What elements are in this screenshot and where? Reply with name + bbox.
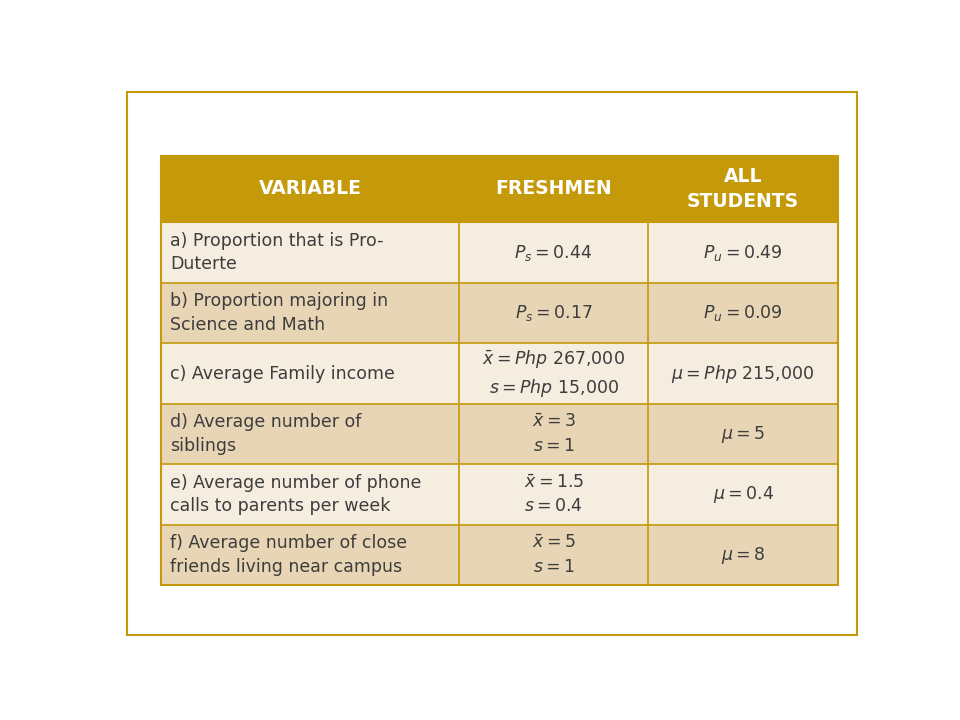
Bar	[648, 464, 838, 525]
Text: FRESHMEN: FRESHMEN	[495, 179, 612, 199]
Bar	[459, 343, 648, 404]
Text: $\bar{x} = 5$
$s = 1$: $\bar{x} = 5$ $s = 1$	[532, 534, 575, 576]
Text: $\mu = 0.4$: $\mu = 0.4$	[712, 484, 774, 505]
Bar	[161, 156, 459, 222]
Bar	[648, 343, 838, 404]
Text: $P_s = 0.17$: $P_s = 0.17$	[515, 303, 592, 323]
Bar	[161, 525, 459, 585]
Bar	[459, 222, 648, 283]
Bar	[161, 156, 838, 585]
Bar	[161, 464, 459, 525]
Bar	[459, 525, 648, 585]
Text: $\bar{x} = 3$
$s = 1$: $\bar{x} = 3$ $s = 1$	[532, 413, 575, 455]
Text: VARIABLE: VARIABLE	[258, 179, 361, 199]
Bar	[161, 222, 459, 283]
Bar	[648, 222, 838, 283]
Text: c) Average Family income: c) Average Family income	[170, 364, 395, 382]
Text: $\mu = 8$: $\mu = 8$	[721, 544, 765, 566]
Text: $\bar{x} = 1.5$
$s = 0.4$: $\bar{x} = 1.5$ $s = 0.4$	[523, 474, 584, 516]
Text: $P_u = 0.09$: $P_u = 0.09$	[704, 303, 783, 323]
Bar	[459, 404, 648, 464]
Text: ALL
STUDENTS: ALL STUDENTS	[687, 167, 800, 211]
Text: $\bar{x} = Php\ 267{,}000$
$s = Php\ 15{,}000$: $\bar{x} = Php\ 267{,}000$ $s = Php\ 15{…	[482, 348, 625, 399]
Bar	[648, 404, 838, 464]
Bar	[459, 156, 648, 222]
Text: $P_u = 0.49$: $P_u = 0.49$	[704, 243, 783, 263]
Text: e) Average number of phone
calls to parents per week: e) Average number of phone calls to pare…	[170, 474, 421, 516]
Bar	[161, 283, 459, 343]
Text: f) Average number of close
friends living near campus: f) Average number of close friends livin…	[170, 534, 407, 576]
Bar	[459, 283, 648, 343]
Bar	[648, 283, 838, 343]
Text: $P_s = 0.44$: $P_s = 0.44$	[515, 243, 592, 263]
Text: $\mu = 5$: $\mu = 5$	[721, 423, 765, 444]
Bar	[648, 156, 838, 222]
Text: b) Proportion majoring in
Science and Math: b) Proportion majoring in Science and Ma…	[170, 292, 388, 334]
Text: a) Proportion that is Pro-
Duterte: a) Proportion that is Pro- Duterte	[170, 232, 383, 274]
Text: $\mu = Php\ 215{,}000$: $\mu = Php\ 215{,}000$	[671, 363, 815, 384]
Bar	[161, 343, 459, 404]
Bar	[161, 404, 459, 464]
Bar	[459, 464, 648, 525]
Bar	[648, 525, 838, 585]
Text: d) Average number of
siblings: d) Average number of siblings	[170, 413, 361, 455]
